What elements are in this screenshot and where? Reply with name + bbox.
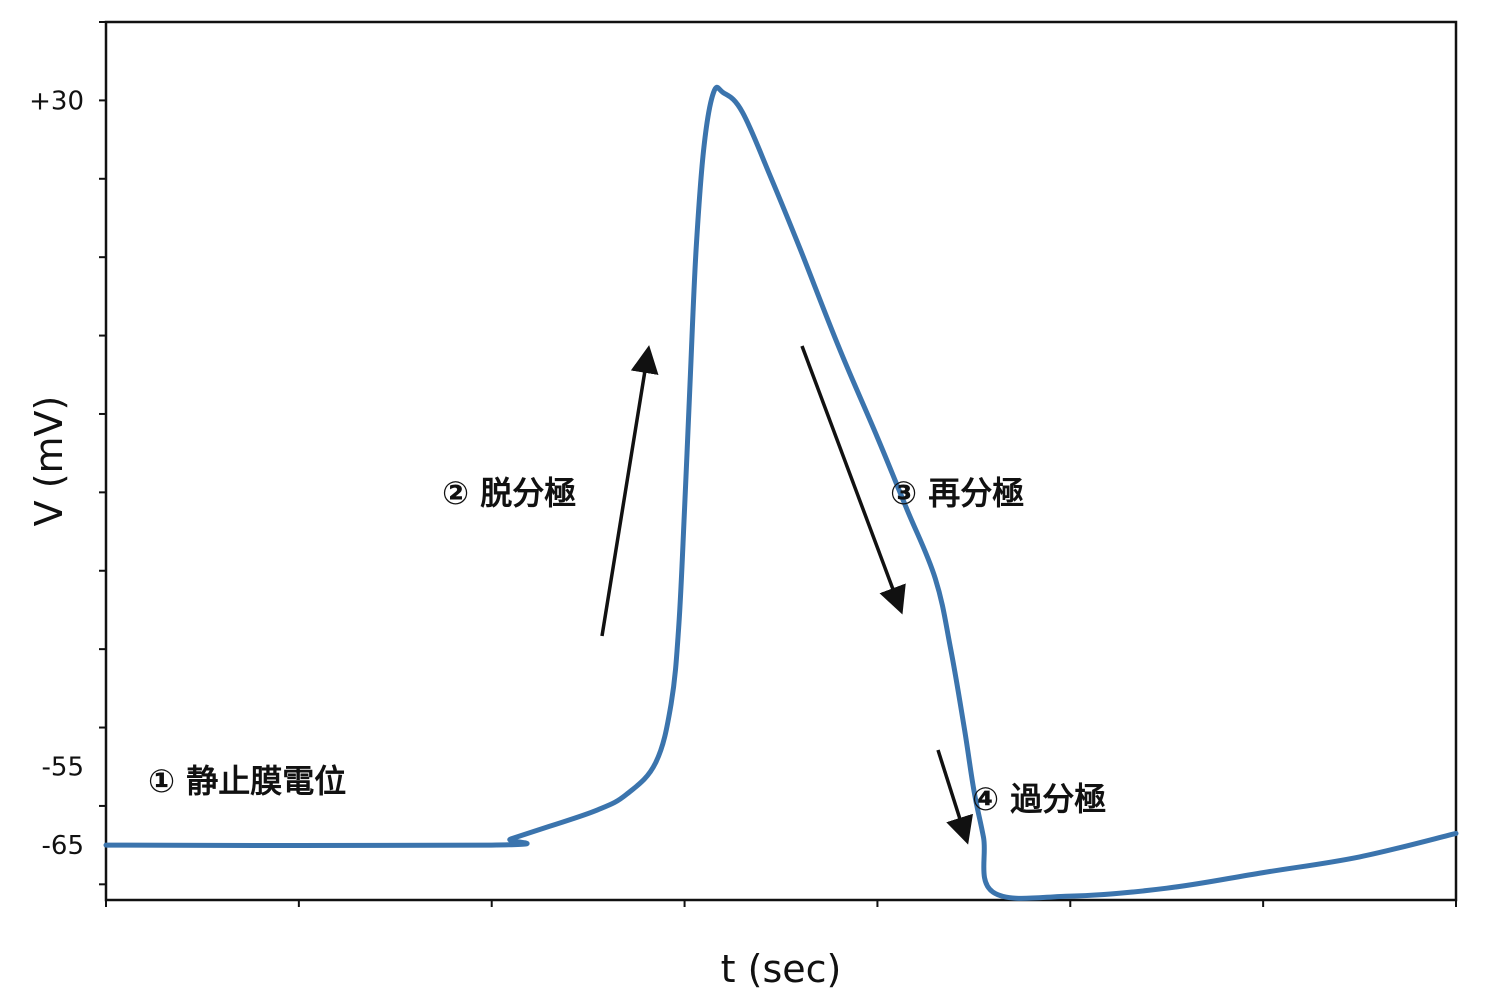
membrane-potential-line [103, 84, 1459, 901]
depolarization-arrow [600, 345, 659, 637]
y-tick-label: -65 [42, 831, 84, 861]
annotation-hyperpolarization: ④ 過分極 [972, 780, 1106, 818]
annotation-depolarization: ② 脱分極 [442, 474, 576, 512]
x-axis-ticks [105, 900, 1457, 907]
y-tick-label: -55 [42, 753, 84, 783]
hyperpolarization-arrow [936, 749, 973, 845]
y-axis-ticks [99, 21, 106, 886]
plot-frame [104, 20, 1458, 902]
x-axis-title: t (sec) [721, 947, 842, 991]
annotation-repolarization: ③ 再分極 [890, 474, 1024, 512]
repolarization-arrow [800, 345, 906, 615]
y-tick-label: +30 [29, 86, 84, 116]
y-axis-title: V (mV) [27, 396, 71, 527]
annotation-resting-potential: ① 静止膜電位 [148, 762, 346, 800]
y-axis-tick-labels: +30 -55 -65 [29, 86, 84, 861]
